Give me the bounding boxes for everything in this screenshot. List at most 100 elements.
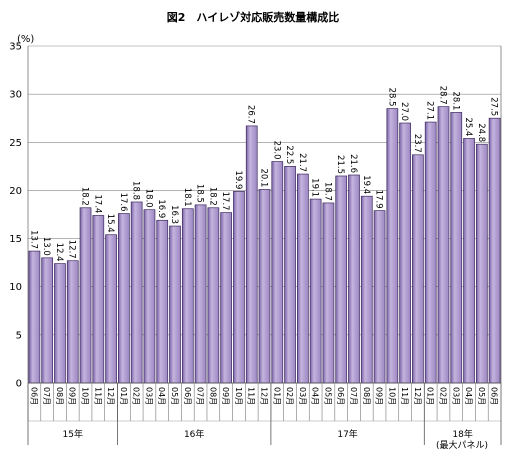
x-tick-label: 10月 bbox=[81, 387, 90, 405]
bars bbox=[28, 106, 501, 384]
value-label: 27.1 bbox=[425, 101, 435, 120]
y-tick-label: 15 bbox=[9, 234, 22, 245]
x-tick-label: 02月 bbox=[438, 387, 447, 405]
x-tick-label: 05月 bbox=[477, 387, 486, 405]
bar bbox=[233, 191, 245, 384]
chart-title: 図2 ハイレゾ対応販売数量構成比 bbox=[167, 10, 339, 24]
value-label: 25.4 bbox=[463, 117, 473, 136]
value-label: 19.1 bbox=[310, 178, 320, 197]
bar bbox=[386, 108, 399, 384]
bar bbox=[156, 219, 169, 384]
bar bbox=[437, 106, 450, 384]
y-axis-unit: (%) bbox=[17, 34, 34, 45]
year-label: 16年 bbox=[184, 428, 204, 440]
bar bbox=[207, 207, 220, 384]
value-labels: 13.7 13.0 12.4 12.718.2 17.415.417.618.8 18.0… bbox=[28, 86, 498, 262]
x-tick-label: 09月 bbox=[68, 387, 77, 405]
x-tick-label: 11月 bbox=[400, 387, 409, 405]
x-tick-label: 03月 bbox=[451, 387, 460, 405]
value-label: 24.8 bbox=[476, 123, 486, 142]
x-tick-label: 02月 bbox=[285, 387, 294, 405]
x-tick-label: 04月 bbox=[311, 387, 320, 405]
value-label: 21.6 bbox=[348, 154, 358, 173]
value-label: 19.4 bbox=[361, 175, 371, 194]
x-tick-labels: 06月 07月 08月 09月 10月 11月 12月 01月 02月 03月 04月 05月 06月 0… bbox=[29, 387, 498, 405]
value-label: 18.8 bbox=[131, 181, 141, 200]
value-label: 12.7 bbox=[67, 240, 77, 259]
value-label: 21.7 bbox=[297, 153, 307, 172]
bar bbox=[143, 209, 156, 384]
x-tick-label: 06月 bbox=[336, 387, 345, 405]
x-tick-label: 01月 bbox=[272, 387, 281, 405]
bar bbox=[463, 138, 475, 384]
value-label: 15.4 bbox=[105, 214, 115, 233]
value-label: 28.7 bbox=[437, 86, 447, 105]
value-label: 17.9 bbox=[374, 190, 384, 209]
x-tick-label: 07月 bbox=[196, 387, 205, 405]
value-label: 21.5 bbox=[335, 155, 345, 174]
y-tick-label: 35 bbox=[9, 42, 22, 53]
y-tick-label: 30 bbox=[9, 90, 22, 101]
bar bbox=[105, 234, 117, 384]
value-label: 27.0 bbox=[399, 102, 409, 121]
y-tick-label: 0 bbox=[16, 379, 22, 390]
x-tick-label: 10月 bbox=[387, 387, 396, 405]
value-label: 16.3 bbox=[169, 205, 179, 224]
value-label: 23.7 bbox=[412, 134, 422, 153]
year-labels: 15年 16年 17年 18年 bbox=[27, 383, 502, 445]
x-tick-label: 11月 bbox=[93, 387, 102, 405]
bar bbox=[130, 201, 143, 384]
x-tick-label: 09月 bbox=[221, 387, 230, 405]
value-label: 17.6 bbox=[118, 193, 128, 212]
value-label: 26.7 bbox=[246, 105, 256, 124]
value-label: 18.2 bbox=[207, 187, 217, 206]
y-tick-label: 20 bbox=[9, 186, 22, 197]
bar bbox=[309, 198, 322, 384]
value-label: 13.7 bbox=[28, 230, 38, 249]
y-tick-label: 10 bbox=[9, 282, 22, 293]
value-label: 18.1 bbox=[182, 188, 192, 207]
value-label: 20.1 bbox=[259, 169, 269, 188]
x-tick-label: 04月 bbox=[464, 387, 473, 405]
bar bbox=[66, 260, 79, 384]
bar bbox=[92, 215, 105, 384]
bar bbox=[348, 174, 360, 384]
bar bbox=[41, 257, 54, 384]
value-label: 27.5 bbox=[489, 97, 499, 116]
bar bbox=[169, 225, 181, 384]
value-label: 18.5 bbox=[195, 184, 205, 203]
value-label: 16.9 bbox=[156, 199, 166, 218]
bar bbox=[284, 166, 296, 384]
bar bbox=[118, 213, 130, 384]
value-label: 18.7 bbox=[322, 182, 332, 201]
x-tick-label: 04月 bbox=[157, 387, 166, 405]
bar bbox=[258, 189, 271, 384]
x-tick-label: 06月 bbox=[490, 387, 499, 405]
x-tick-label: 08月 bbox=[362, 387, 371, 405]
x-tick-label: 09月 bbox=[375, 387, 384, 405]
bar bbox=[220, 212, 232, 384]
value-label: 17.4 bbox=[92, 195, 102, 214]
x-tick-label: 07月 bbox=[42, 387, 51, 405]
bar bbox=[245, 125, 258, 384]
y-tick-label: 25 bbox=[9, 138, 22, 149]
value-label: 28.5 bbox=[386, 88, 396, 107]
x-tick-label: 08月 bbox=[55, 387, 64, 405]
x-tick-label: 12月 bbox=[260, 387, 269, 405]
x-tick-label: 12月 bbox=[106, 387, 115, 405]
x-tick-label: 10月 bbox=[234, 387, 243, 405]
bar bbox=[194, 204, 207, 384]
x-tick-label: 11月 bbox=[247, 387, 256, 405]
x-tick-label: 12月 bbox=[413, 387, 422, 405]
bar bbox=[360, 195, 373, 384]
bar bbox=[181, 208, 194, 384]
year-label: 18年 bbox=[452, 428, 472, 440]
x-tick-label: 07月 bbox=[349, 387, 358, 405]
bar bbox=[297, 173, 309, 384]
bar bbox=[399, 122, 411, 384]
year-label: 17年 bbox=[337, 428, 357, 440]
axes: 0 5 10 15 20 25 30 35 bbox=[9, 42, 502, 422]
bar bbox=[412, 154, 424, 384]
value-label: 12.4 bbox=[54, 243, 64, 262]
